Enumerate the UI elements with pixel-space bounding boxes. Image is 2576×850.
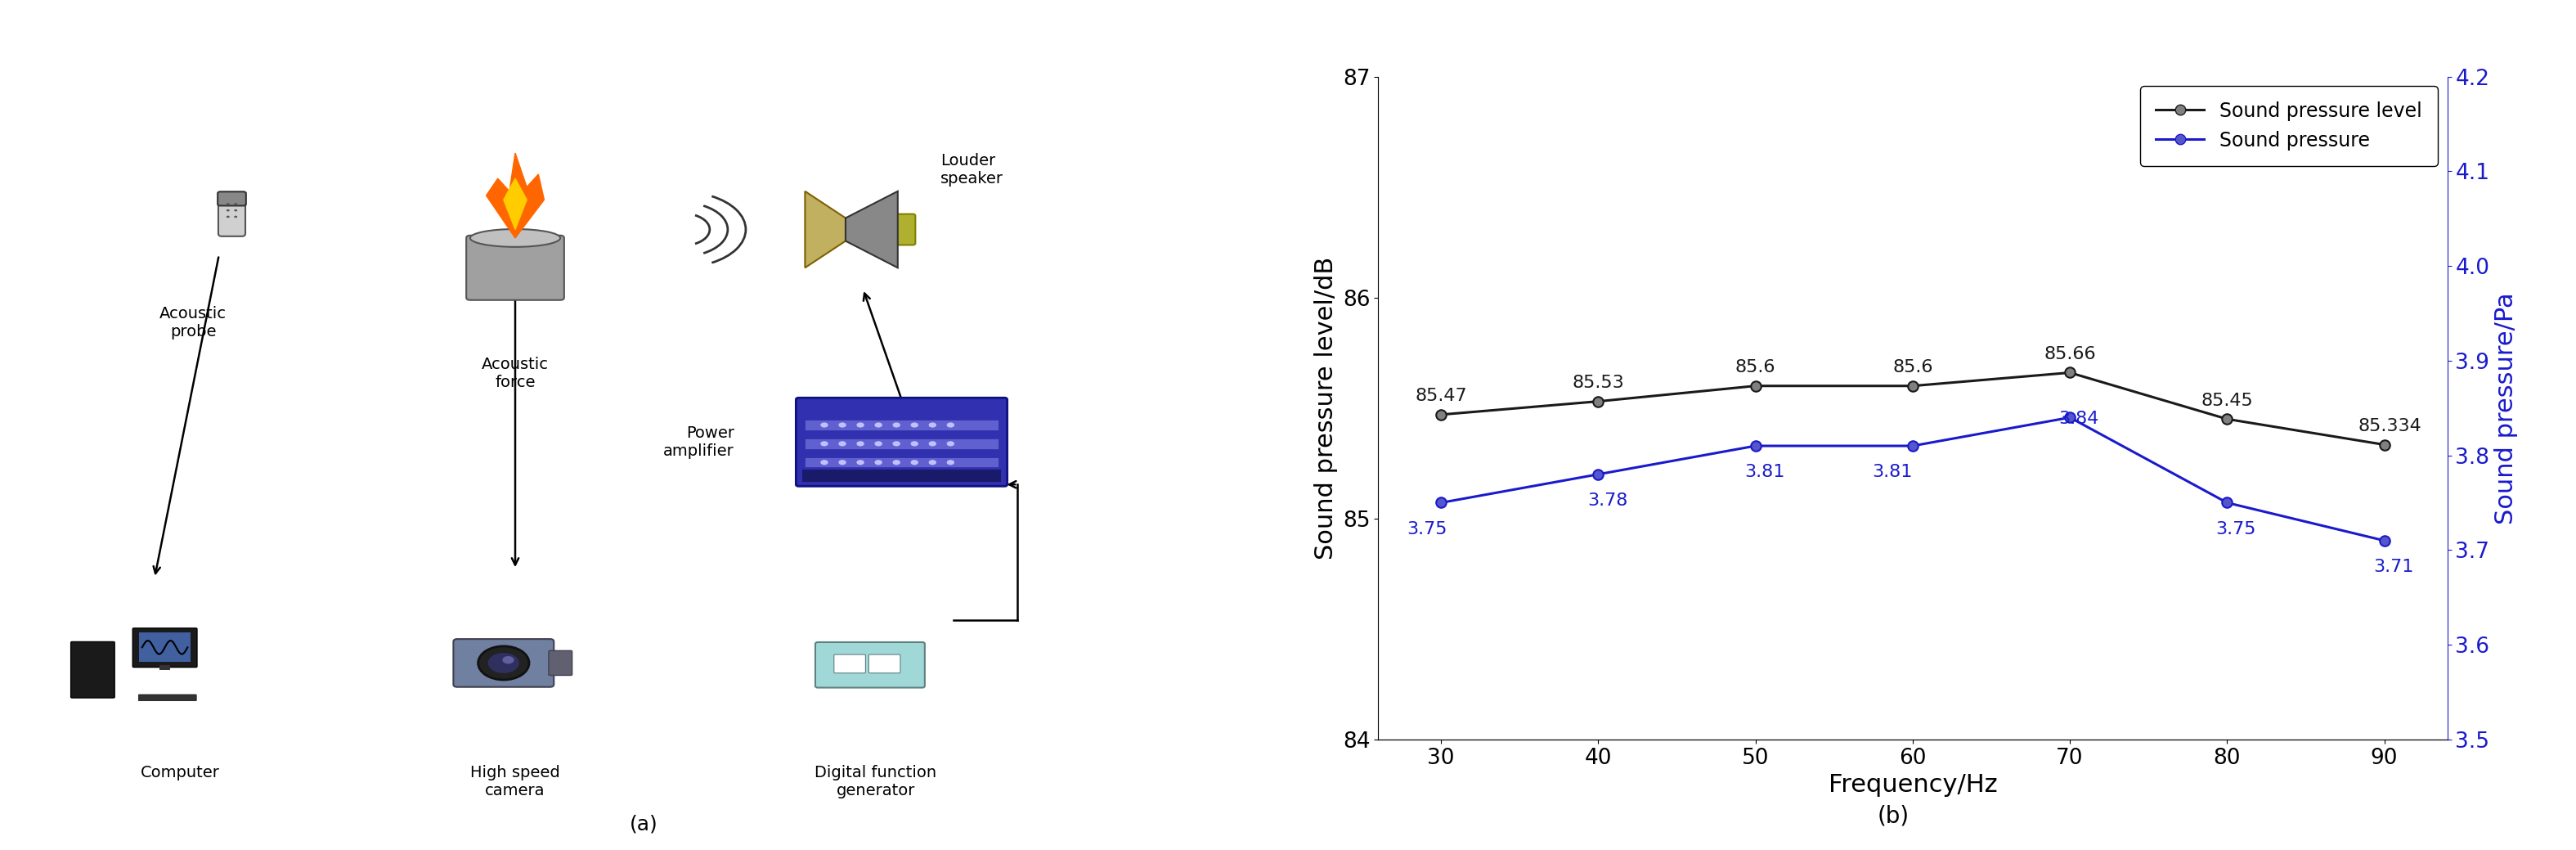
Text: 3.71: 3.71	[2372, 558, 2414, 575]
Text: 3.78: 3.78	[1587, 492, 1628, 509]
Text: 85.334: 85.334	[2357, 418, 2421, 434]
FancyBboxPatch shape	[134, 628, 198, 667]
FancyBboxPatch shape	[549, 651, 572, 675]
Circle shape	[891, 422, 899, 428]
Circle shape	[234, 209, 237, 212]
Circle shape	[855, 422, 863, 428]
Circle shape	[912, 441, 917, 446]
Circle shape	[502, 656, 515, 664]
Bar	[804, 420, 999, 430]
FancyBboxPatch shape	[216, 191, 247, 206]
Text: 3.84: 3.84	[2058, 411, 2099, 427]
Circle shape	[840, 441, 845, 446]
FancyBboxPatch shape	[894, 214, 914, 245]
Circle shape	[912, 460, 917, 465]
Circle shape	[930, 422, 938, 428]
Text: 85.53: 85.53	[1571, 375, 1625, 391]
Polygon shape	[845, 191, 899, 268]
Text: Digital function
generator: Digital function generator	[814, 765, 938, 798]
Circle shape	[876, 441, 881, 446]
Text: (a): (a)	[629, 814, 659, 835]
Y-axis label: Sound pressure level/dB: Sound pressure level/dB	[1314, 257, 1340, 559]
Text: Acoustic
probe: Acoustic probe	[160, 306, 227, 339]
Circle shape	[912, 422, 917, 428]
Circle shape	[840, 460, 845, 465]
Bar	[804, 457, 999, 468]
Text: Computer: Computer	[142, 765, 219, 780]
Circle shape	[948, 460, 953, 465]
Circle shape	[819, 422, 829, 428]
Text: 85.47: 85.47	[1414, 388, 1468, 405]
Circle shape	[948, 441, 953, 446]
Circle shape	[930, 441, 938, 446]
Circle shape	[876, 422, 881, 428]
FancyBboxPatch shape	[72, 642, 116, 698]
FancyBboxPatch shape	[466, 235, 564, 300]
Text: 85.6: 85.6	[1736, 360, 1775, 376]
Text: High speed
camera: High speed camera	[471, 765, 559, 798]
Circle shape	[819, 441, 829, 446]
Polygon shape	[487, 153, 544, 238]
FancyBboxPatch shape	[139, 694, 196, 700]
FancyBboxPatch shape	[814, 643, 925, 688]
Circle shape	[840, 422, 845, 428]
Text: Power
amplifier: Power amplifier	[662, 425, 734, 459]
X-axis label: Frequency/Hz: Frequency/Hz	[1829, 774, 1996, 797]
Circle shape	[930, 460, 938, 465]
Circle shape	[227, 209, 229, 212]
Circle shape	[234, 203, 237, 205]
FancyBboxPatch shape	[453, 639, 554, 687]
Text: 85.66: 85.66	[2043, 346, 2097, 362]
FancyBboxPatch shape	[835, 654, 866, 673]
Text: Louder
speaker: Louder speaker	[940, 153, 1002, 187]
Bar	[139, 632, 191, 661]
Ellipse shape	[469, 229, 562, 246]
Circle shape	[227, 216, 229, 218]
FancyBboxPatch shape	[219, 201, 245, 236]
Bar	[160, 665, 170, 670]
Y-axis label: Sound pressure/Pa: Sound pressure/Pa	[2494, 292, 2517, 524]
Text: 85.45: 85.45	[2200, 393, 2254, 409]
Text: (b): (b)	[1878, 805, 1909, 827]
Circle shape	[487, 652, 520, 674]
Circle shape	[855, 460, 863, 465]
Circle shape	[819, 460, 829, 465]
Text: 3.81: 3.81	[1744, 464, 1785, 480]
Circle shape	[891, 460, 899, 465]
Text: 3.75: 3.75	[1406, 521, 1448, 537]
Bar	[801, 469, 999, 482]
Circle shape	[227, 203, 229, 205]
FancyBboxPatch shape	[796, 398, 1007, 486]
Text: 3.81: 3.81	[1873, 464, 1911, 480]
Bar	[804, 439, 999, 449]
Circle shape	[876, 460, 881, 465]
Text: 85.6: 85.6	[1893, 360, 1932, 376]
Circle shape	[891, 441, 899, 446]
Circle shape	[234, 216, 237, 218]
Circle shape	[479, 646, 528, 680]
Text: 3.75: 3.75	[2215, 521, 2257, 537]
Circle shape	[948, 422, 953, 428]
FancyBboxPatch shape	[868, 654, 902, 673]
Legend: Sound pressure level, Sound pressure: Sound pressure level, Sound pressure	[2141, 86, 2437, 166]
Text: Acoustic
force: Acoustic force	[482, 357, 549, 390]
Polygon shape	[804, 191, 845, 268]
Circle shape	[855, 441, 863, 446]
Polygon shape	[505, 178, 526, 230]
